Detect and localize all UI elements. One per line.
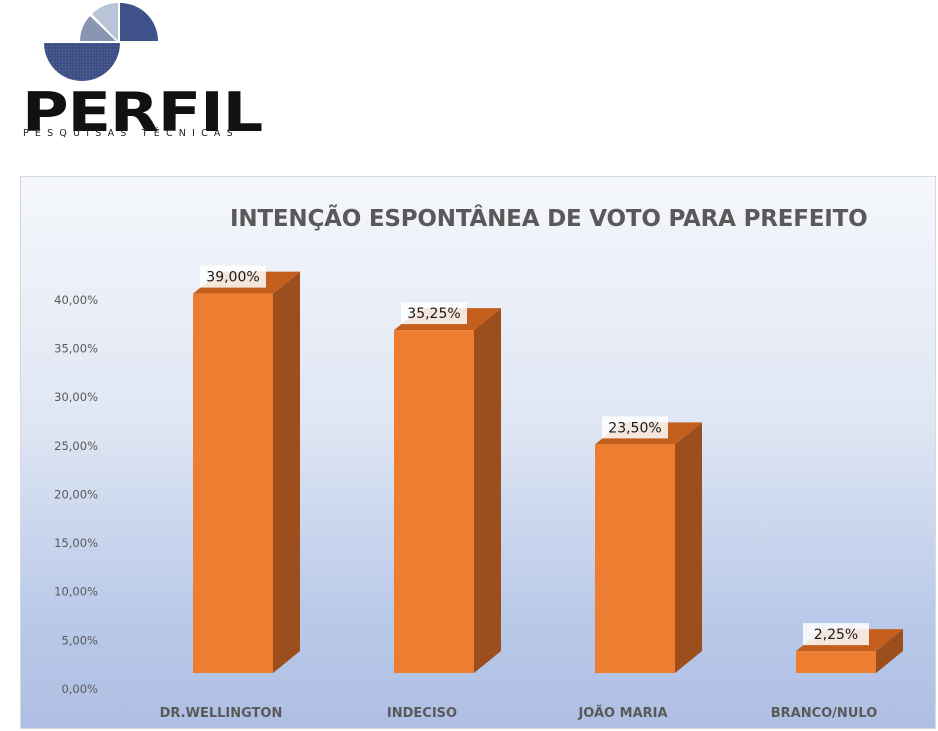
bar-3 (796, 651, 876, 673)
logo-wordmark: PERFIL (22, 81, 263, 144)
category-label-2: JOÃO MARIA (577, 705, 667, 721)
chart-title: INTENÇÃO ESPONTÂNEA DE VOTO PARA PREFEIT… (230, 206, 868, 232)
y-tick-label: 10,00% (54, 585, 98, 599)
y-tick-label: 35,00% (54, 342, 98, 356)
category-label-3: BRANCO/NULO (771, 706, 878, 721)
y-tick-label: 30,00% (54, 390, 98, 404)
category-label-1: INDECISO (387, 706, 457, 721)
data-label-box-1 (401, 302, 467, 325)
y-tick-label: 15,00% (54, 536, 98, 550)
bar-side-3 (876, 629, 903, 673)
bar-0 (193, 293, 273, 673)
category-label-0: DR.WELLINGTON (160, 706, 283, 721)
bar-side-0 (273, 271, 300, 673)
data-label-box-2 (602, 416, 668, 439)
pie-logo-icon (44, 3, 158, 81)
data-label-box-3 (803, 623, 869, 646)
data-label-3: 2,25% (814, 627, 858, 643)
y-tick-label: 0,00% (61, 682, 98, 696)
bar-1 (394, 330, 474, 673)
logo-tagline: PESQUISAS TÉCNICAS (23, 128, 239, 139)
bar-2 (595, 444, 675, 673)
data-label-1: 35,25% (407, 306, 460, 322)
data-label-0: 39,00% (206, 270, 259, 286)
y-tick-label: 25,00% (54, 439, 98, 453)
perfil-logo: PERFIL PESQUISAS TÉCNICAS (10, 0, 263, 150)
y-tick-label: 40,00% (54, 293, 98, 307)
y-tick-label: 20,00% (54, 487, 98, 501)
bar-side-2 (675, 422, 702, 673)
data-label-2: 23,50% (608, 420, 661, 436)
data-label-box-0 (200, 265, 266, 288)
bar-side-1 (474, 308, 501, 673)
y-tick-label: 5,00% (61, 633, 98, 647)
